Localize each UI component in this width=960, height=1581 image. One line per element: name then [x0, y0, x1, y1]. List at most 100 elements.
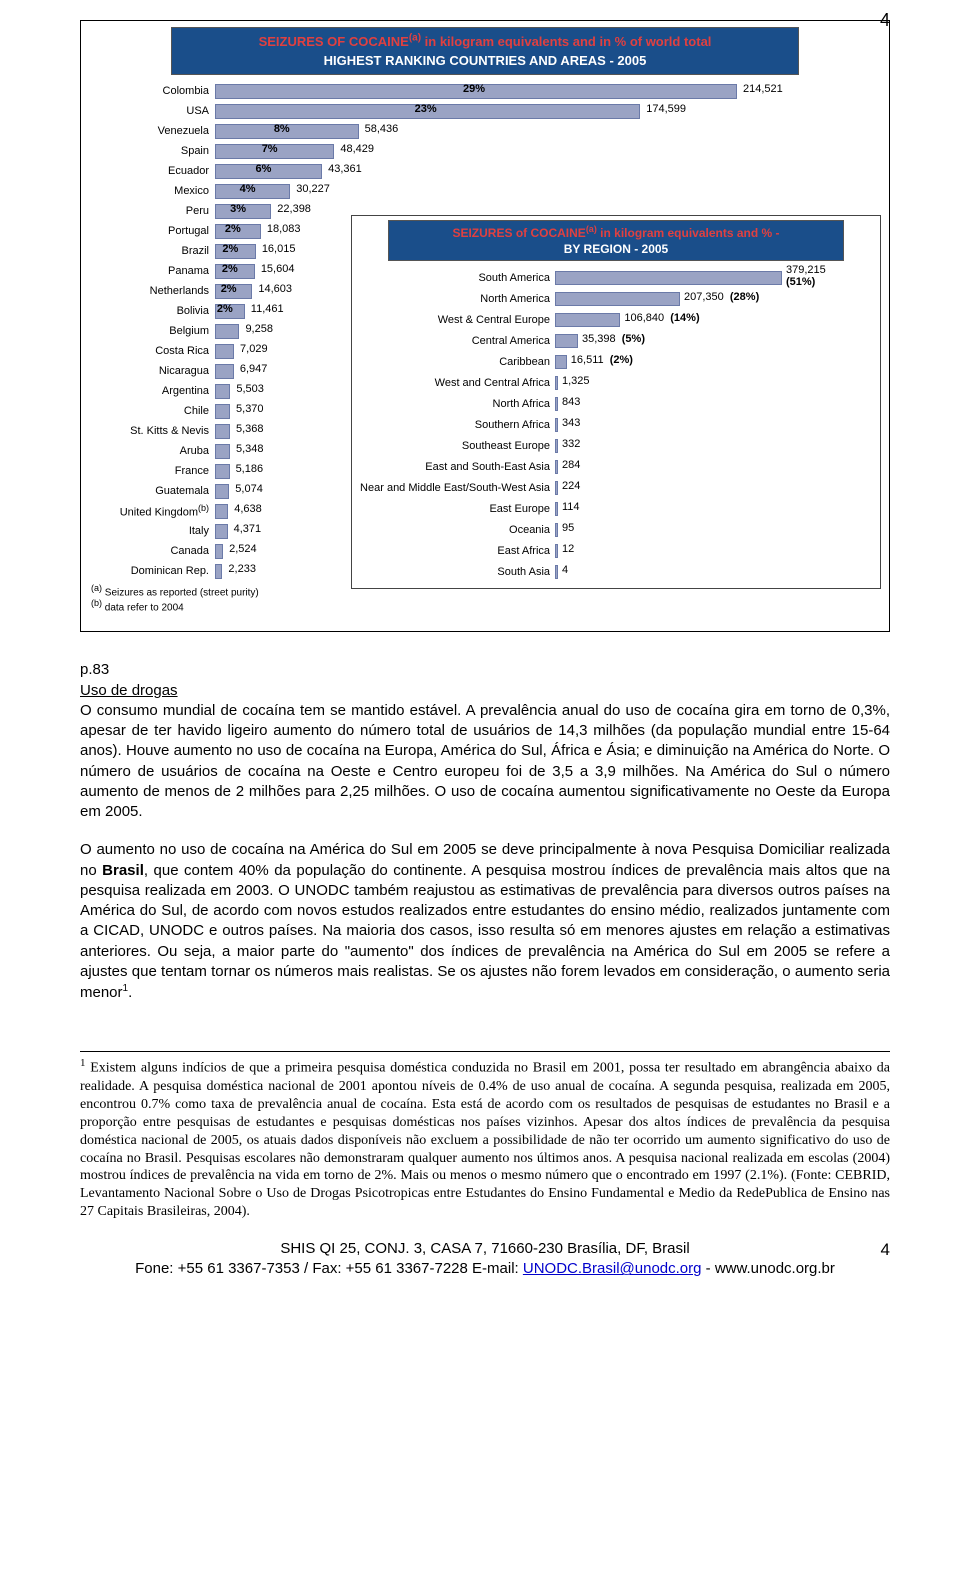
chart1-label: Peru: [91, 205, 215, 217]
chart1-value: 2,233: [228, 563, 256, 575]
chart2-row: Central America 35,398 (5%): [358, 330, 874, 351]
chart1-value: 48,429: [340, 143, 374, 155]
chart1-row: Venezuela8%58,436: [91, 121, 879, 141]
chart2-row: South America379,215(51%): [358, 267, 874, 288]
chart1-label: Panama: [91, 265, 215, 277]
chart1-label: Nicaragua: [91, 365, 215, 377]
chart1-bar: [215, 504, 228, 519]
page-footer: 4 SHIS QI 25, CONJ. 3, CASA 7, 71660-230…: [80, 1239, 890, 1280]
chart1-label: USA: [91, 105, 215, 117]
chart1-value: 5,348: [236, 443, 264, 455]
chart1-value: 7,029: [240, 343, 268, 355]
chart1-value: 9,258: [245, 323, 273, 335]
chart2-label: Central America: [358, 335, 555, 347]
chart1-label: Argentina: [91, 385, 215, 397]
chart1-pct: 23%: [415, 103, 437, 115]
chart2-bar: [555, 481, 558, 495]
chart1-label: Canada: [91, 545, 215, 557]
footnote-1: 1 Existem alguns indícios de que a prime…: [80, 1051, 890, 1221]
chart2-value: 207,350 (28%): [684, 291, 759, 303]
chart1-pct: 6%: [256, 163, 272, 175]
chart1-bar: [215, 344, 234, 359]
chart1-label: Ecuador: [91, 165, 215, 177]
chart-container: SEIZURES OF COCAINE(a) in kilogram equiv…: [80, 20, 890, 632]
chart1-value: 11,461: [251, 303, 284, 315]
chart1-label: Guatemala: [91, 485, 215, 497]
chart1-value: 6,947: [240, 363, 268, 375]
chart2-bar: [555, 334, 578, 348]
chart2-value: 106,840 (14%): [624, 312, 699, 324]
chart1-bar: [215, 424, 230, 439]
chart2-value: 114: [562, 501, 580, 513]
chart1-pct: 2%: [217, 303, 233, 315]
chart2-bar: [555, 460, 558, 474]
chart2-bar: [555, 418, 558, 432]
chart2-label: Oceania: [358, 524, 555, 536]
chart2-row: North Africa843: [358, 393, 874, 414]
chart1-pct: 2%: [222, 243, 238, 255]
chart2-row: North America 207,350 (28%): [358, 288, 874, 309]
chart1-pct: 2%: [222, 263, 238, 275]
chart1-pct: 4%: [240, 183, 256, 195]
chart1-value: 14,603: [258, 283, 292, 295]
chart1-label: France: [91, 465, 215, 477]
chart2-value: 224: [562, 480, 580, 492]
chart1-label: St. Kitts & Nevis: [91, 425, 215, 437]
chart2-label: West and Central Africa: [358, 377, 555, 389]
chart1-value: 5,186: [236, 463, 264, 475]
chart1-label: Chile: [91, 405, 215, 417]
chart2-label: South Asia: [358, 566, 555, 578]
chart1-value: 5,368: [236, 423, 264, 435]
footer-email-link[interactable]: UNODC.Brasil@unodc.org: [523, 1260, 702, 1277]
chart1-value: 174,599: [646, 103, 686, 115]
chart1-pct: 8%: [274, 123, 290, 135]
chart1-value: 5,503: [236, 383, 264, 395]
chart2-label: North America: [358, 293, 555, 305]
chart2-bar: [555, 313, 620, 327]
chart1-value: 5,074: [235, 483, 263, 495]
chart2-row: East and South-East Asia284: [358, 456, 874, 477]
chart2-bar: [555, 502, 558, 516]
chart1-label: Bolivia: [91, 305, 215, 317]
chart2-row: Oceania95: [358, 519, 874, 540]
pageref: p.83: [80, 660, 890, 680]
para1: O consumo mundial de cocaína tem se mant…: [80, 701, 890, 823]
chart1-bar: [215, 384, 230, 399]
chart1-bar: [215, 444, 230, 459]
chart1-value: 43,361: [328, 163, 362, 175]
chart1-bar: [215, 364, 234, 379]
chart2-label: Caribbean: [358, 356, 555, 368]
chart2-value: 4: [562, 564, 568, 576]
chart1-row: Spain7%48,429: [91, 141, 879, 161]
chart2-row: East Europe 114: [358, 498, 874, 519]
chart1-label: Spain: [91, 145, 215, 157]
chart1-bar: [215, 564, 222, 579]
chart2-label: Near and Middle East/South-West Asia: [358, 482, 555, 494]
chart1-title: SEIZURES OF COCAINE(a) in kilogram equiv…: [171, 27, 799, 75]
chart1-row: Colombia29%214,521: [91, 81, 879, 101]
chart1-value: 16,015: [262, 243, 296, 255]
chart1-pct: 2%: [225, 223, 241, 235]
chart2-value: 35,398 (5%): [582, 333, 645, 345]
chart2-row: West & Central Europe 106,840 (14%): [358, 309, 874, 330]
chart2-row: Near and Middle East/South-West Asia 224: [358, 477, 874, 498]
footnote-b-marker: (b): [91, 598, 102, 608]
chart1-row: Mexico4%30,227: [91, 181, 879, 201]
chart1-label: Mexico: [91, 185, 215, 197]
chart1-bar: [215, 544, 223, 559]
chart1-value: 18,083: [267, 223, 301, 235]
chart2-row: Caribbean16,511 (2%): [358, 351, 874, 372]
para2: O aumento no uso de cocaína na América d…: [80, 840, 890, 1003]
chart1-bar: [215, 404, 230, 419]
chart2-bar: [555, 523, 558, 537]
body-text: p.83 Uso de drogas O consumo mundial de …: [80, 660, 890, 1003]
chart2-row: Southern Africa343: [358, 414, 874, 435]
chart2-label: East Europe: [358, 503, 555, 515]
chart1-label: Colombia: [91, 85, 215, 97]
chart2-bar: [555, 376, 558, 390]
chart1-value: 4,371: [234, 523, 262, 535]
chart2-value: 1,325: [562, 375, 590, 387]
chart2-label: West & Central Europe: [358, 314, 555, 326]
chart1-row: Ecuador 6% 43,361: [91, 161, 879, 181]
chart1-pct: 3%: [230, 203, 246, 215]
